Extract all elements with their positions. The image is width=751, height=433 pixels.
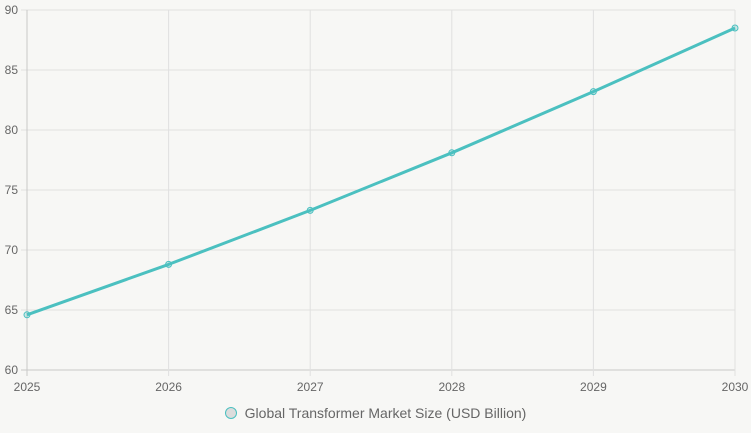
x-tick-label: 2025 [14, 380, 41, 394]
data-point[interactable] [165, 260, 173, 268]
data-point[interactable] [23, 311, 31, 319]
grid-lines [21, 9, 736, 376]
data-series [23, 24, 739, 319]
line-chart: 60 65 70 75 80 85 90 2025 2026 2027 2028 2029 2030 [5, 3, 749, 394]
data-point[interactable] [731, 24, 739, 32]
y-tick-label: 60 [5, 363, 19, 377]
x-tick-label: 2030 [722, 380, 749, 394]
data-point[interactable] [306, 206, 314, 214]
x-tick-label: 2029 [580, 380, 607, 394]
legend[interactable]: Global Transformer Market Size (USD Bill… [0, 405, 751, 421]
y-tick-label: 90 [5, 3, 19, 17]
legend-label: Global Transformer Market Size (USD Bill… [244, 405, 527, 421]
x-tick-label: 2026 [155, 380, 182, 394]
x-axis: 2025 2026 2027 2028 2029 2030 [14, 380, 749, 394]
legend-swatch-icon [224, 407, 237, 420]
x-tick-label: 2027 [297, 380, 324, 394]
series-line [26, 26, 736, 317]
data-point[interactable] [448, 149, 456, 157]
y-tick-label: 80 [5, 123, 19, 137]
y-tick-label: 75 [5, 183, 19, 197]
data-point[interactable] [589, 88, 597, 96]
y-tick-label: 85 [5, 63, 19, 77]
y-tick-label: 65 [5, 303, 19, 317]
y-axis: 60 65 70 75 80 85 90 [5, 3, 19, 377]
y-tick-label: 70 [5, 243, 19, 257]
x-tick-label: 2028 [438, 380, 465, 394]
